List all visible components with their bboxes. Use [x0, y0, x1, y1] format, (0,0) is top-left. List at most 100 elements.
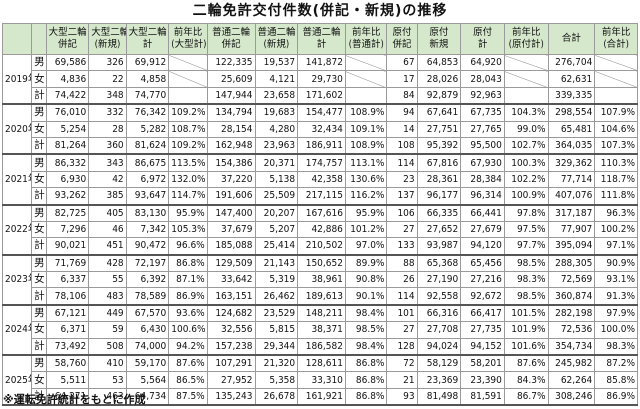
value-cell: 108.9% [344, 136, 388, 156]
value-cell: 62,631 [547, 70, 596, 88]
value-cell: 90,472 [125, 237, 170, 256]
value-cell: 74,000 [125, 337, 170, 357]
value-cell: 28,361 [416, 170, 462, 189]
value-cell: 93.6% [168, 304, 208, 323]
table-row: 女 6,337 55 6,392 87.1% 33,642 5,319 38,961 90.8%… [3, 271, 638, 289]
value-cell: 92,672 [460, 287, 505, 306]
value-cell: 78,106 [45, 287, 90, 306]
value-cell: 27,952 [206, 371, 256, 389]
value-cell: 6,337 [45, 271, 90, 289]
value-cell: 100.2% [594, 220, 638, 239]
value-cell: 100.0% [594, 321, 638, 339]
value-cell: 86.9% [168, 287, 208, 306]
value-cell: 67,930 [460, 153, 505, 172]
value-cell: 276,704 [547, 53, 596, 72]
value-cell: 113.5% [168, 153, 208, 172]
value-cell: 395,094 [547, 237, 596, 256]
value-cell: 114 [386, 287, 418, 306]
value-cell: 288,305 [547, 254, 596, 273]
value-cell: 4,280 [254, 120, 299, 138]
value-cell: 94,152 [460, 337, 505, 357]
value-cell: 100.6% [168, 321, 208, 339]
footnote: ※運転免許統計をもとに作成 [3, 393, 146, 406]
value-cell: 97.9% [594, 304, 638, 323]
value-cell: 100.3% [503, 153, 549, 172]
value-cell: 95,500 [460, 136, 505, 156]
value-cell: 108.9% [344, 103, 388, 122]
value-cell: 171,602 [297, 86, 346, 106]
value-cell: 86,675 [125, 153, 170, 172]
value-cell: 82,725 [45, 204, 90, 222]
value-cell: 308,246 [547, 387, 596, 407]
value-cell: 86.7% [503, 387, 549, 407]
table-row: 計 90,021 451 90,472 96.6% 185,088 25,414 210,50… [3, 237, 638, 256]
value-cell: 81,264 [45, 136, 90, 156]
value-cell: 73,492 [45, 337, 90, 357]
value-cell: 113.1% [344, 153, 388, 172]
value-cell: 14 [386, 120, 418, 138]
value-cell: 124,682 [206, 304, 256, 323]
value-cell: 332 [88, 103, 127, 122]
value-cell [168, 86, 208, 106]
value-cell: 6,430 [125, 321, 170, 339]
value-cell: 5,511 [45, 371, 90, 389]
value-cell: 91.3% [594, 287, 638, 306]
value-cell: 33,310 [297, 371, 346, 389]
value-cell: 5,319 [254, 271, 299, 289]
value-cell: 5,815 [254, 321, 299, 339]
value-cell: 96.3% [594, 204, 638, 222]
value-cell [168, 53, 208, 72]
value-cell: 5,358 [254, 371, 299, 389]
value-cell: 463 [88, 387, 127, 407]
value-cell: 26,462 [254, 287, 299, 306]
value-cell: 101.2% [344, 220, 388, 239]
value-cell: 64,920 [460, 53, 505, 72]
value-cell: 67,816 [416, 153, 462, 172]
value-cell: 97.5% [503, 220, 549, 239]
value-cell: 72,536 [547, 321, 596, 339]
value-cell: 37,679 [206, 220, 256, 239]
value-cell: 23,529 [254, 304, 299, 323]
value-cell: 428 [88, 254, 127, 273]
value-cell: 110.3% [594, 153, 638, 172]
table-row: 計 78,106 483 78,589 86.9% 163,151 26,462 189,61… [3, 287, 638, 306]
value-cell: 90.1% [344, 287, 388, 306]
value-cell: 326 [88, 53, 127, 72]
value-cell: 154,477 [297, 103, 346, 122]
value-cell: 343 [88, 153, 127, 172]
value-cell: 93 [386, 387, 418, 407]
value-cell: 28,384 [460, 170, 505, 189]
value-cell: 28,154 [206, 120, 256, 138]
column-header: 原付 併記 [386, 23, 418, 55]
value-cell: 107.9% [594, 103, 638, 122]
value-cell: 108.7% [168, 120, 208, 138]
value-cell: 28,043 [460, 70, 505, 88]
value-cell: 27,216 [460, 271, 505, 289]
value-cell: 74,770 [125, 86, 170, 106]
value-cell: 21,320 [254, 354, 299, 373]
category-cell: 女 [31, 120, 47, 138]
table-row: 2022年男82,72540583,13095.9%147,40020,2071… [1, 204, 638, 256]
category-cell: 男 [31, 304, 47, 323]
value-cell: 67,735 [460, 103, 505, 122]
table-row: 計 81,264 360 81,624 109.2% 162,948 23,963 186,9… [3, 136, 638, 156]
value-cell: 97.8% [503, 204, 549, 222]
value-cell: 27,679 [460, 220, 505, 239]
table-row: 2021年男86,33234386,675113.5%154,38620,371… [1, 153, 638, 206]
value-cell: 27,735 [460, 321, 505, 339]
value-cell [344, 86, 388, 106]
value-cell: 42,358 [297, 170, 346, 189]
value-cell: 87.6% [168, 354, 208, 373]
category-cell: 男 [31, 254, 47, 273]
value-cell: 78,589 [125, 287, 170, 306]
value-cell: 95,392 [416, 136, 462, 156]
value-cell: 19,537 [254, 53, 299, 72]
value-cell: 86.8% [344, 387, 388, 407]
value-cell: 25,609 [206, 70, 256, 88]
value-cell: 93.1% [594, 271, 638, 289]
value-cell [344, 53, 388, 72]
table-row: 2020年男76,01033276,342109.2%134,79419,683… [1, 103, 638, 156]
value-cell: 101.5% [503, 304, 549, 323]
value-cell: 109.2% [168, 136, 208, 156]
value-cell: 132.0% [168, 170, 208, 189]
